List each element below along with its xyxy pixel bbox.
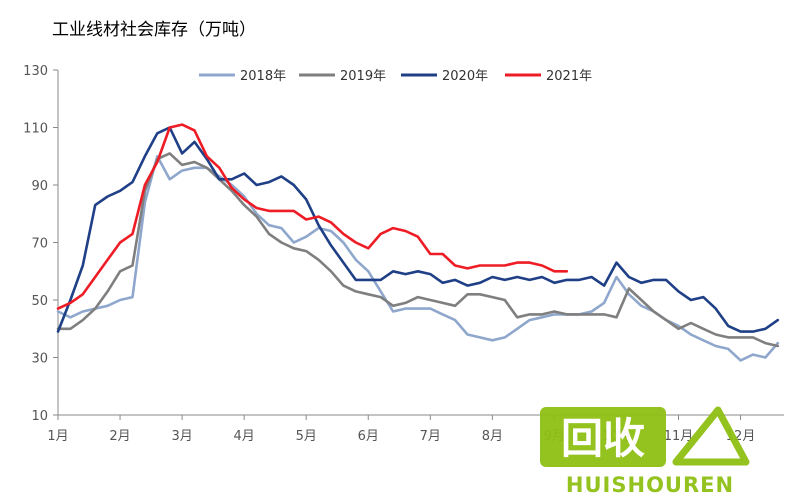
legend-label-2: 2020年 xyxy=(442,69,488,84)
legend-label-0: 2018年 xyxy=(240,69,286,84)
series-line-0 xyxy=(56,155,780,362)
watermark-brand-text: HUISHOUREN xyxy=(566,473,734,497)
y-tick-label: 70 xyxy=(31,237,48,252)
y-tick-label: 50 xyxy=(31,294,48,309)
y-tick-label: 110 xyxy=(23,122,48,137)
legend: 2018年 2019年 2020年 2021年 xyxy=(199,69,592,84)
x-tick-label: 11月 xyxy=(664,429,694,444)
x-tick-label: 1月 xyxy=(47,429,68,444)
x-tick-label: 4月 xyxy=(234,429,255,444)
x-tick-label: 7月 xyxy=(420,429,441,444)
y-tick-label: 90 xyxy=(31,179,48,194)
y-tick-label: 10 xyxy=(31,409,48,424)
x-tick-label: 5月 xyxy=(296,429,317,444)
y-tick-label: 130 xyxy=(23,64,48,79)
legend-label-3: 2021年 xyxy=(546,69,592,84)
chart-title: 工业线材社会库存（万吨） xyxy=(52,20,256,40)
x-tick-label: 2月 xyxy=(109,429,130,444)
x-tick-label: 8月 xyxy=(482,429,503,444)
x-tick-label: 6月 xyxy=(358,429,379,444)
watermark-logo-box xyxy=(540,407,666,467)
legend-label-1: 2019年 xyxy=(340,69,386,84)
x-tick-label: 3月 xyxy=(171,429,192,444)
watermark: 回收 HUISHOUREN xyxy=(540,406,750,497)
chart-series xyxy=(56,123,780,362)
watermark-logo-text: 回收 xyxy=(561,414,645,463)
series-line-2 xyxy=(56,126,780,333)
y-tick-label: 30 xyxy=(31,352,48,367)
recycle-arrow-icon xyxy=(672,406,750,466)
series-line-3 xyxy=(56,123,569,310)
series-line-1 xyxy=(56,152,780,348)
